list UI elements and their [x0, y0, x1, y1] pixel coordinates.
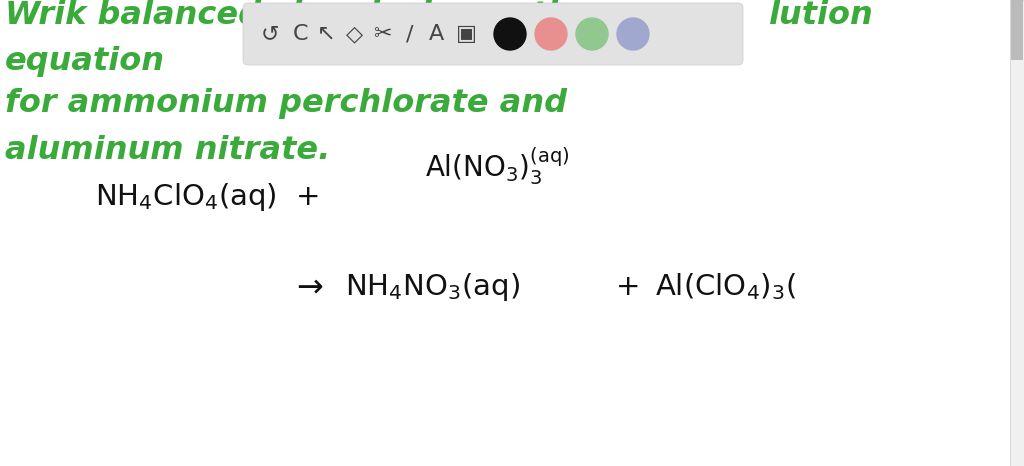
Text: ✂: ✂ — [373, 24, 391, 44]
Circle shape — [617, 18, 649, 50]
Text: $\mathregular{NH_4ClO_4(aq)}$  +: $\mathregular{NH_4ClO_4(aq)}$ + — [95, 181, 332, 213]
Text: lution: lution — [768, 0, 872, 31]
Text: ↖: ↖ — [316, 24, 335, 44]
Circle shape — [494, 18, 526, 50]
Text: ◇: ◇ — [345, 24, 362, 44]
Circle shape — [535, 18, 567, 50]
Text: for ammonium perchlorate and: for ammonium perchlorate and — [5, 88, 567, 119]
Text: $\mathregular{NH_4NO_3(aq)}$: $\mathregular{NH_4NO_3(aq)}$ — [345, 271, 520, 303]
Text: $\mathregular{Al(NO_3)_3^{(aq)}}$: $\mathregular{Al(NO_3)_3^{(aq)}}$ — [425, 145, 569, 187]
Text: $\mathregular{Al(ClO_4)_3(}$: $\mathregular{Al(ClO_4)_3(}$ — [655, 271, 797, 302]
Text: ▣: ▣ — [456, 24, 476, 44]
Circle shape — [575, 18, 608, 50]
Text: $+$: $+$ — [615, 273, 638, 301]
Text: aluminum nitrate.: aluminum nitrate. — [5, 135, 331, 166]
Text: equation: equation — [5, 46, 165, 77]
Text: /: / — [407, 24, 414, 44]
Text: ↺: ↺ — [261, 24, 280, 44]
Bar — [1010, 0, 1024, 466]
Bar — [1011, 0, 1023, 60]
Text: C: C — [292, 24, 308, 44]
FancyBboxPatch shape — [243, 3, 743, 65]
Text: $\rightarrow$: $\rightarrow$ — [290, 271, 324, 302]
Text: A: A — [428, 24, 443, 44]
Text: Wrik balanced chemical equati: Wrik balanced chemical equati — [5, 0, 558, 31]
